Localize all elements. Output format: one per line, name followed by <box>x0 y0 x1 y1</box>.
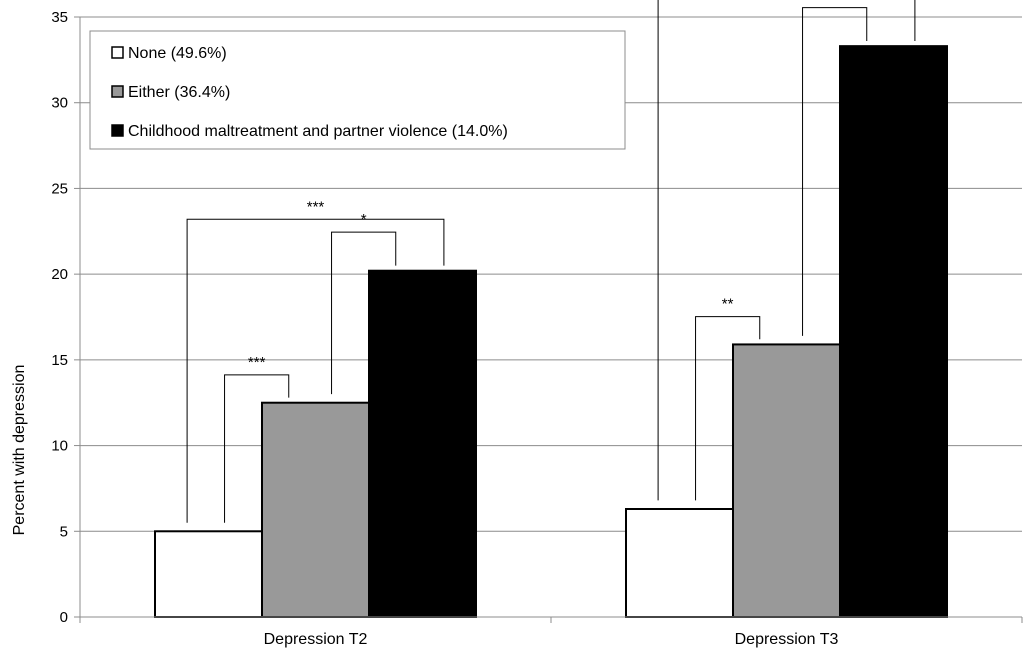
significance-label: * <box>361 211 367 228</box>
bar <box>154 530 263 618</box>
significance-bracket <box>695 316 761 501</box>
significance-label: *** <box>248 354 266 371</box>
significance-bracket <box>186 218 445 523</box>
y-tick-label: 0 <box>60 609 68 626</box>
legend: None (49.6%) Either (36.4%) Childhood malt… <box>89 30 626 150</box>
legend-swatch <box>111 85 124 98</box>
significance-brackets: *************** <box>186 0 916 523</box>
y-tick-label: 25 <box>51 180 68 197</box>
legend-swatch <box>111 124 124 137</box>
legend-swatch <box>111 46 124 59</box>
bar <box>261 401 370 619</box>
significance-bracket <box>802 7 868 336</box>
legend-label: None (49.6%) <box>128 45 227 62</box>
legend-label: Childhood maltreatment and partner viole… <box>128 123 508 140</box>
bar <box>368 269 477 618</box>
y-tick-label: 30 <box>51 95 68 112</box>
bar <box>839 45 948 618</box>
significance-bracket <box>224 374 290 523</box>
y-tick-label: 10 <box>51 438 68 455</box>
x-tick-label: Depression T3 <box>735 631 839 648</box>
significance-label: ** <box>722 296 734 313</box>
y-axis-label: Percent with depression <box>11 365 28 536</box>
legend-box <box>89 30 626 150</box>
x-tick-label: Depression T2 <box>264 631 368 648</box>
y-tick-label: 5 <box>60 523 68 540</box>
axes: 0 5 10 15 20 25 30 35 Depression T2 Depression T3 <box>51 9 1023 648</box>
significance-bracket <box>657 0 916 501</box>
legend-label: Either (36.4%) <box>128 84 230 101</box>
significance-label: *** <box>826 0 844 4</box>
significance-label: *** <box>307 198 325 215</box>
bar <box>732 343 841 618</box>
bars <box>154 45 948 619</box>
significance-bracket <box>331 231 397 395</box>
bar <box>625 508 734 618</box>
y-tick-label: 35 <box>51 9 68 26</box>
y-tick-label: 15 <box>51 352 68 369</box>
y-tick-label: 20 <box>51 266 68 283</box>
